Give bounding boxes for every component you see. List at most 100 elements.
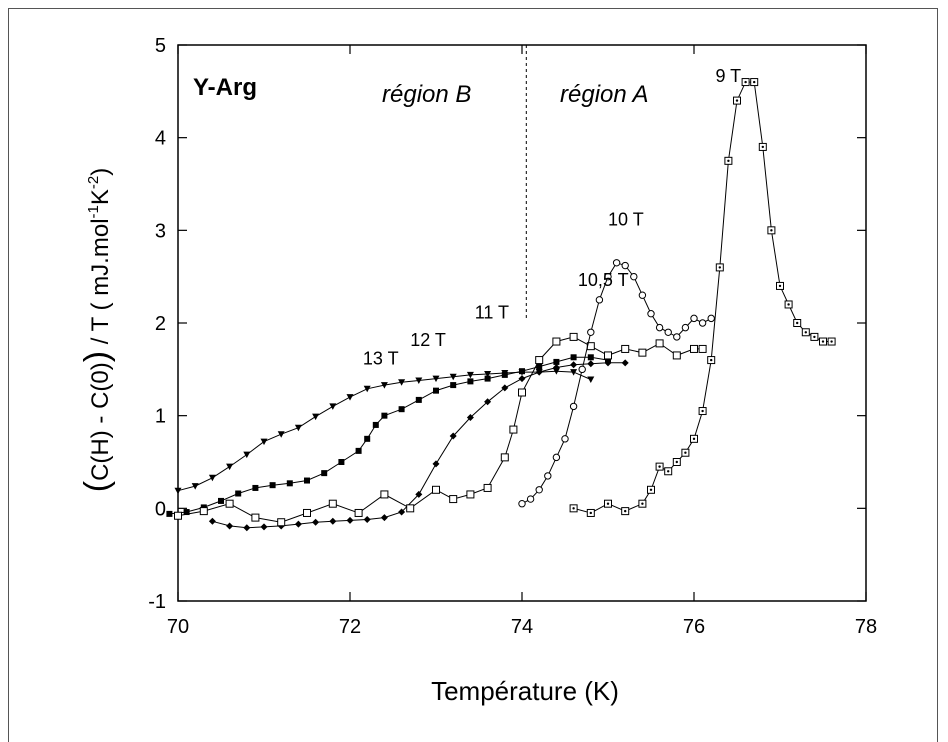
data-point <box>381 412 388 419</box>
data-point-dot <box>701 409 704 413</box>
region-a-label: région A <box>560 81 649 108</box>
data-point <box>621 261 629 270</box>
series-label: 11 T <box>475 302 509 322</box>
data-point <box>433 387 439 394</box>
data-point-dot <box>658 465 661 468</box>
data-point <box>587 376 595 384</box>
data-point <box>380 490 389 499</box>
data-point <box>604 351 612 360</box>
data-point <box>415 490 423 498</box>
series-line <box>169 356 609 515</box>
series-4 <box>518 259 715 508</box>
y-label-open-paren: ( <box>78 480 116 492</box>
data-point <box>681 323 690 332</box>
data-point <box>208 517 216 525</box>
data-point <box>519 368 525 375</box>
data-point <box>346 516 354 524</box>
data-point <box>500 453 509 462</box>
data-point <box>467 378 474 385</box>
series-line <box>521 262 712 505</box>
data-point <box>364 435 371 442</box>
data-point-dot <box>710 358 713 362</box>
data-point <box>664 328 672 336</box>
data-point <box>569 402 578 411</box>
data-point <box>570 369 578 376</box>
data-point <box>398 379 406 386</box>
data-point-dot <box>641 502 644 505</box>
y-tick-label: 0 <box>155 498 166 520</box>
data-point <box>535 486 543 494</box>
plot-area <box>177 44 867 602</box>
series-line <box>573 81 832 514</box>
data-point <box>321 470 328 477</box>
data-point <box>226 463 234 471</box>
y-label-close-paren: ) <box>78 351 116 362</box>
data-point <box>561 435 569 443</box>
data-point <box>509 425 518 434</box>
data-point <box>294 424 302 432</box>
data-point <box>672 351 681 360</box>
data-point-dot <box>684 451 687 454</box>
data-point <box>199 507 208 516</box>
data-point-dot <box>735 99 739 102</box>
data-point <box>269 482 276 489</box>
data-point <box>536 363 543 370</box>
series-label: 9 T <box>716 66 742 86</box>
data-point <box>226 522 234 530</box>
data-point <box>329 517 337 525</box>
data-point <box>432 375 440 383</box>
data-point <box>191 483 199 490</box>
region-b-label: région B <box>382 81 471 108</box>
y-label-unit-mid: K <box>87 189 114 205</box>
y-label-sup1: -1 <box>85 205 102 218</box>
data-point <box>243 451 251 459</box>
data-point <box>432 485 440 494</box>
axes: 70 72 74 76 78 -1 0 1 2 3 4 5 <box>148 35 877 638</box>
data-point <box>354 508 363 517</box>
data-point-dot <box>813 335 816 339</box>
data-point <box>552 363 560 371</box>
data-point <box>449 373 457 381</box>
y-label-unit-open: ( mJ.mol <box>87 218 114 310</box>
data-point <box>690 344 698 353</box>
data-point <box>604 272 612 281</box>
data-point <box>286 480 293 487</box>
data-point <box>260 523 268 531</box>
data-point <box>698 344 707 353</box>
data-point <box>595 296 604 304</box>
data-point <box>570 354 577 361</box>
data-point <box>569 332 578 341</box>
y-tick-label: 2 <box>155 313 166 335</box>
data-point <box>544 472 552 480</box>
data-point-dot <box>692 437 696 441</box>
data-point <box>252 484 259 491</box>
data-point <box>294 520 302 528</box>
data-point <box>638 291 647 299</box>
data-point <box>501 384 509 392</box>
data-point <box>303 508 311 517</box>
series-2 <box>208 359 629 532</box>
series-line <box>177 370 591 492</box>
data-point <box>346 394 354 401</box>
data-point <box>174 487 182 495</box>
data-point <box>587 328 595 336</box>
data-point <box>698 319 707 327</box>
data-point <box>449 432 457 440</box>
data-point-dot <box>761 145 764 149</box>
data-point-dot <box>606 502 610 505</box>
data-point-dot <box>787 303 790 306</box>
data-point <box>535 356 544 365</box>
y-tick-label: 3 <box>155 220 166 242</box>
data-point <box>449 495 458 504</box>
data-point <box>570 361 578 369</box>
data-point <box>218 497 224 504</box>
data-point <box>372 421 379 428</box>
data-point <box>673 333 681 341</box>
data-point <box>338 459 345 465</box>
data-point-dot <box>830 340 833 343</box>
data-point <box>501 371 508 378</box>
data-point-dot <box>675 460 678 464</box>
data-point <box>484 398 492 406</box>
data-point <box>466 371 474 379</box>
series-line <box>177 336 703 523</box>
